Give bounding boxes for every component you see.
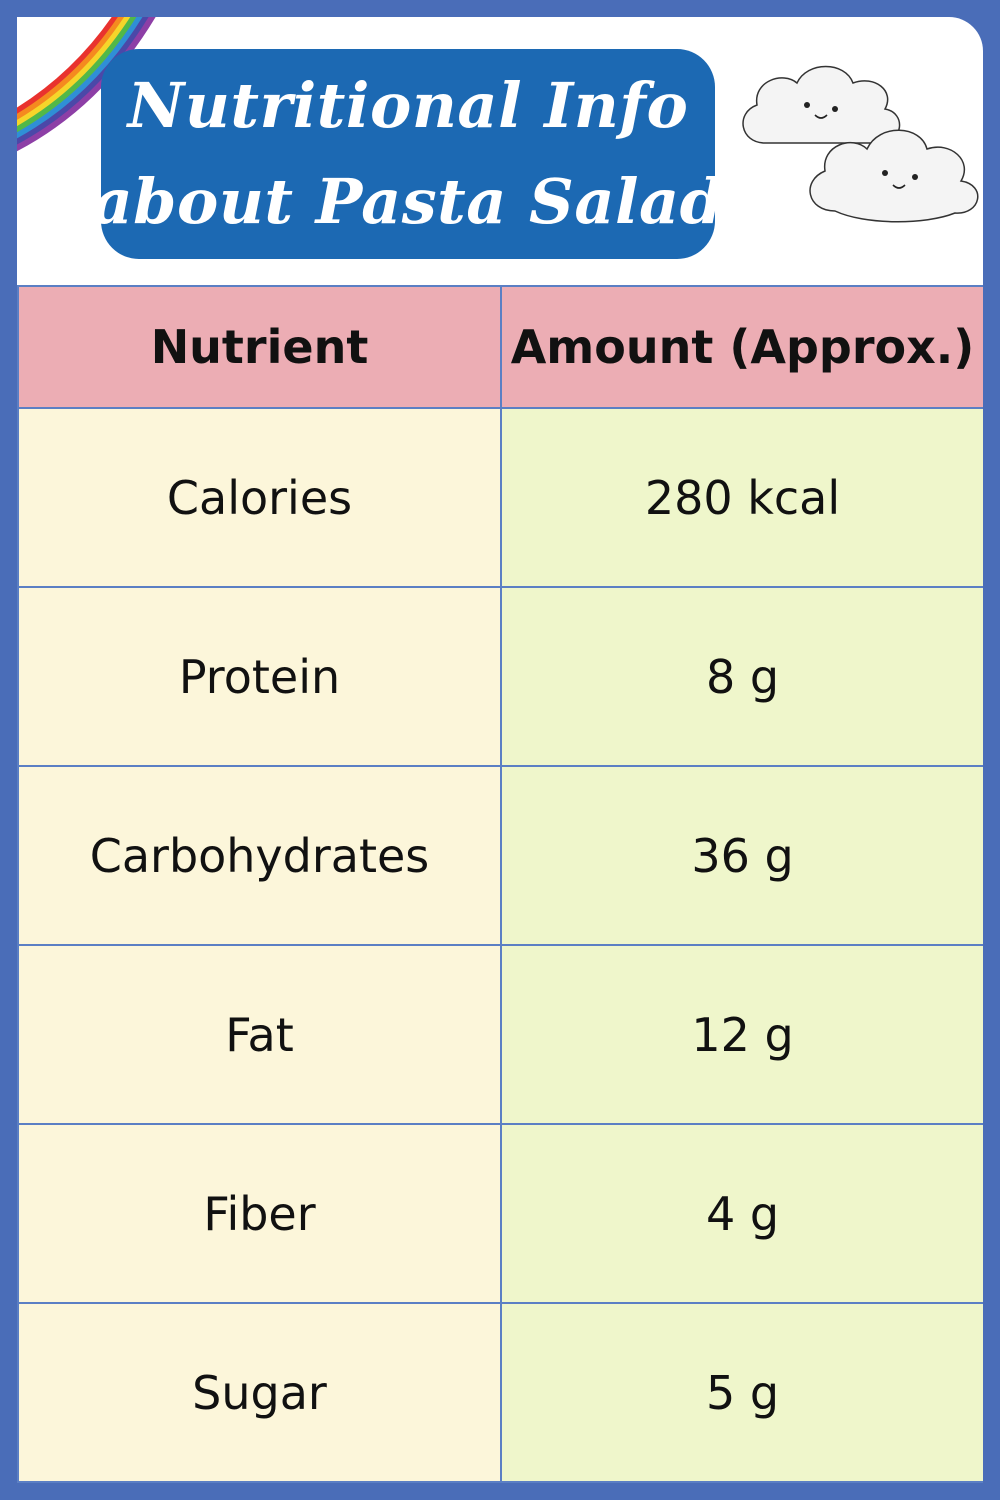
- info-card: Nutritional Info about Pasta Salad Nutri…: [17, 17, 983, 1483]
- nutrient-cell: Protein: [17, 586, 502, 767]
- rainbow-icon: [17, 17, 156, 152]
- page-title-line-1: Nutritional Info: [127, 69, 689, 142]
- nutrient-cell: Fat: [17, 944, 502, 1125]
- nutrition-table: Nutrient Amount (Approx.) Calories 280 k…: [17, 285, 983, 1483]
- amount-cell: 280 kcal: [500, 407, 983, 588]
- amount-cell: 12 g: [500, 944, 983, 1125]
- table-row: Fiber 4 g: [17, 1123, 983, 1304]
- amount-cell: 5 g: [500, 1302, 983, 1483]
- amount-cell: 4 g: [500, 1123, 983, 1304]
- table-row: Sugar 5 g: [17, 1302, 983, 1483]
- table-row: Carbohydrates 36 g: [17, 765, 983, 946]
- table-row: Calories 280 kcal: [17, 407, 983, 588]
- page-title-line-2: about Pasta Salad: [92, 165, 724, 238]
- amount-cell: 8 g: [500, 586, 983, 767]
- title-banner: Nutritional Info about Pasta Salad: [92, 49, 723, 259]
- header-nutrient: Nutrient: [17, 285, 502, 409]
- nutrient-cell: Fiber: [17, 1123, 502, 1304]
- nutrient-cell: Carbohydrates: [17, 765, 502, 946]
- table-row: Protein 8 g: [17, 586, 983, 767]
- nutrient-cell: Sugar: [17, 1302, 502, 1483]
- cloud-icon: [742, 65, 979, 223]
- table-header-row: Nutrient Amount (Approx.): [17, 285, 983, 409]
- header-amount: Amount (Approx.): [500, 285, 983, 409]
- nutrient-cell: Calories: [17, 407, 502, 588]
- table-row: Fat 12 g: [17, 944, 983, 1125]
- amount-cell: 36 g: [500, 765, 983, 946]
